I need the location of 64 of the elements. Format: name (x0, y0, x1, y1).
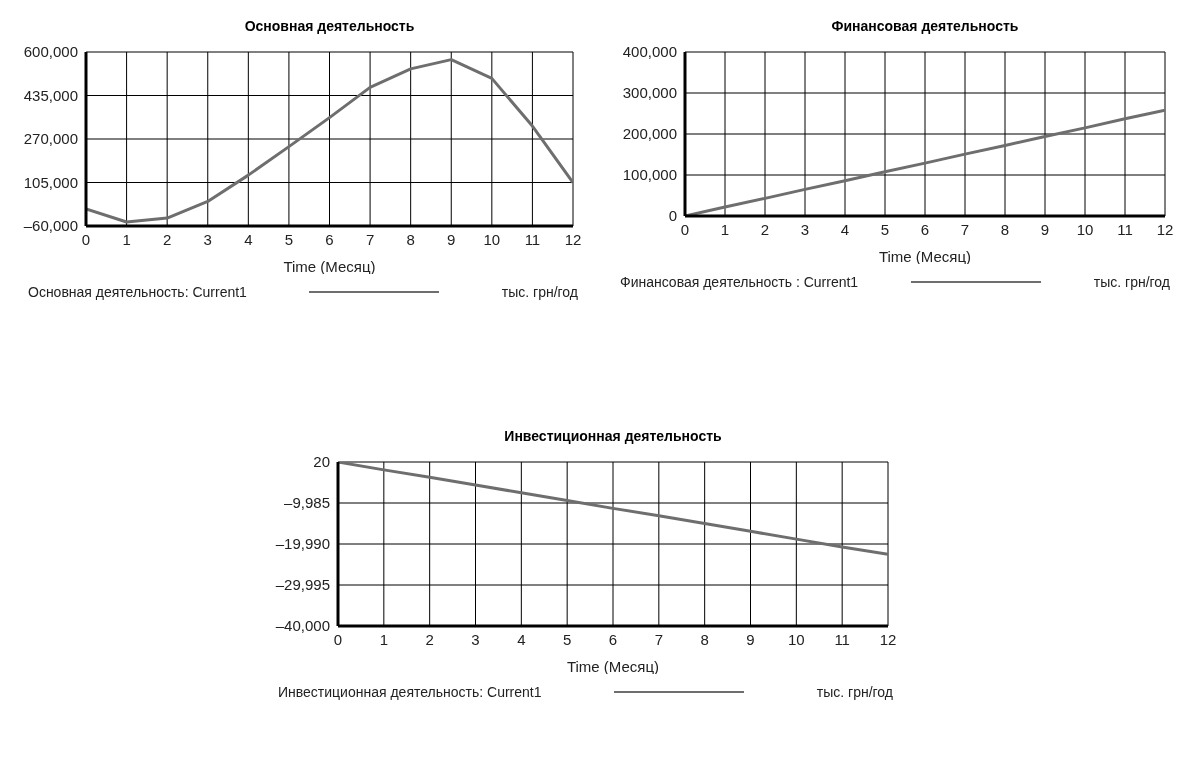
x-tick-label: 12 (879, 630, 897, 648)
x-tick-label: 2 (760, 220, 770, 238)
y-tick-label: –40,000 (275, 617, 330, 635)
x-tick-label: 5 (284, 230, 294, 248)
y-tick-label: –19,990 (275, 535, 330, 553)
x-tick-label: 11 (1117, 220, 1133, 238)
text: Финансовая деятельность : Current1 (620, 274, 859, 290)
x-tick-label: 4 (244, 230, 253, 248)
y-tick-label: 435,000 (23, 86, 78, 104)
y-tick-label: 200,000 (622, 125, 677, 143)
x-tick-label: 0 (680, 220, 690, 238)
x-tick-label: 4 (517, 630, 526, 648)
x-tick-label: 7 (654, 630, 664, 648)
x-tick-label: 12 (564, 230, 582, 248)
text: Основная деятельность: Current1 (28, 284, 247, 300)
y-tick-label: 0 (668, 207, 677, 225)
y-tick-label: –60,000 (23, 217, 78, 235)
x-tick-label: 2 (162, 230, 172, 248)
x-tick-label: 0 (333, 630, 343, 648)
y-tick-label: 600,000 (23, 43, 78, 61)
y-tick-label: 300,000 (622, 84, 677, 102)
y-tick-label: –9,985 (284, 494, 330, 512)
y-tick-label: 400,000 (622, 43, 677, 61)
x-tick-label: 1 (122, 230, 131, 248)
chart-title: Основная деятельность (243, 18, 416, 36)
x-tick-label: 5 (880, 220, 890, 238)
x-tick-label: 8 (700, 630, 709, 648)
line-series (86, 58, 573, 224)
x-tick-label: 3 (800, 220, 810, 238)
chart-title: Финансовая деятельность (830, 18, 1020, 36)
x-tick-label: 4 (840, 220, 850, 238)
y-tick-label: 105,000 (23, 173, 78, 191)
x-tick-label: 3 (471, 630, 480, 648)
x-tick-label: 9 (447, 230, 456, 248)
x-tick-label: 7 (365, 230, 375, 248)
x-tick-label: 6 (325, 230, 334, 248)
x-tick-label: 5 (562, 630, 572, 648)
text: Инвестиционная деятельность: Current1 (278, 684, 542, 700)
x-tick-label: 8 (406, 230, 415, 248)
x-tick-label: 10 (483, 230, 501, 248)
x-tick-label: 11 (834, 630, 850, 648)
x-tick-label: 6 (608, 630, 618, 648)
x-tick-label: 8 (1000, 220, 1010, 238)
y-tick-label: 100,000 (622, 166, 677, 184)
x-tick-label: 7 (960, 220, 970, 238)
x-tick-label: 11 (524, 230, 541, 248)
text: тыс. грн/год (501, 284, 578, 300)
text: тыс. грн/год (816, 684, 893, 700)
x-tick-label: 0 (81, 230, 91, 248)
x-tick-label: 1 (379, 630, 389, 648)
x-tick-label: 9 (1040, 220, 1050, 238)
x-tick-label: 10 (787, 630, 805, 648)
x-tick-label: 10 (1076, 220, 1094, 238)
y-tick-label: 20 (313, 453, 330, 471)
text: тыс. грн/год (1093, 274, 1170, 290)
chart-title: Инвестиционная деятельность (503, 428, 723, 446)
x-tick-label: 1 (720, 220, 730, 238)
x-tick-label: 3 (203, 230, 212, 248)
x-tick-label: 9 (746, 630, 755, 648)
y-tick-label: –29,995 (275, 576, 330, 594)
y-tick-label: 270,000 (23, 130, 78, 148)
x-tick-label: 12 (1156, 220, 1174, 238)
x-tick-label: 2 (425, 630, 434, 648)
x-tick-label: 6 (920, 220, 930, 238)
